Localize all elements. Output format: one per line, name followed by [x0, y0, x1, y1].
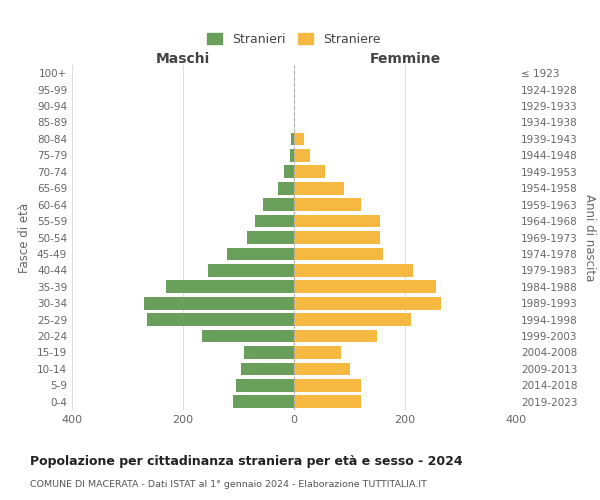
- Bar: [263, 198, 294, 211]
- Bar: [294, 330, 377, 342]
- Bar: [147, 313, 294, 326]
- Bar: [166, 280, 294, 293]
- Bar: [208, 264, 294, 277]
- Bar: [294, 346, 341, 359]
- Text: Maschi: Maschi: [156, 52, 210, 66]
- Bar: [294, 280, 436, 293]
- Bar: [294, 214, 380, 228]
- Bar: [278, 182, 294, 194]
- Bar: [294, 231, 380, 244]
- Bar: [227, 248, 294, 260]
- Text: Femmine: Femmine: [370, 52, 440, 66]
- Bar: [294, 297, 441, 310]
- Bar: [294, 313, 410, 326]
- Bar: [241, 362, 294, 376]
- Text: Popolazione per cittadinanza straniera per età e sesso - 2024: Popolazione per cittadinanza straniera p…: [30, 455, 463, 468]
- Bar: [294, 132, 304, 145]
- Bar: [144, 297, 294, 310]
- Bar: [290, 149, 294, 162]
- Bar: [244, 346, 294, 359]
- Legend: Stranieri, Straniere: Stranieri, Straniere: [201, 26, 387, 52]
- Bar: [294, 166, 325, 178]
- Bar: [233, 396, 294, 408]
- Y-axis label: Anni di nascita: Anni di nascita: [583, 194, 596, 281]
- Bar: [294, 362, 349, 376]
- Bar: [291, 132, 294, 145]
- Bar: [236, 379, 294, 392]
- Text: COMUNE DI MACERATA - Dati ISTAT al 1° gennaio 2024 - Elaborazione TUTTITALIA.IT: COMUNE DI MACERATA - Dati ISTAT al 1° ge…: [30, 480, 427, 489]
- Bar: [255, 214, 294, 228]
- Bar: [294, 396, 361, 408]
- Bar: [202, 330, 294, 342]
- Bar: [294, 198, 361, 211]
- Bar: [247, 231, 294, 244]
- Bar: [294, 149, 310, 162]
- Bar: [294, 248, 383, 260]
- Bar: [294, 264, 413, 277]
- Y-axis label: Fasce di età: Fasce di età: [19, 202, 31, 272]
- Bar: [294, 182, 344, 194]
- Bar: [294, 379, 361, 392]
- Bar: [284, 166, 294, 178]
